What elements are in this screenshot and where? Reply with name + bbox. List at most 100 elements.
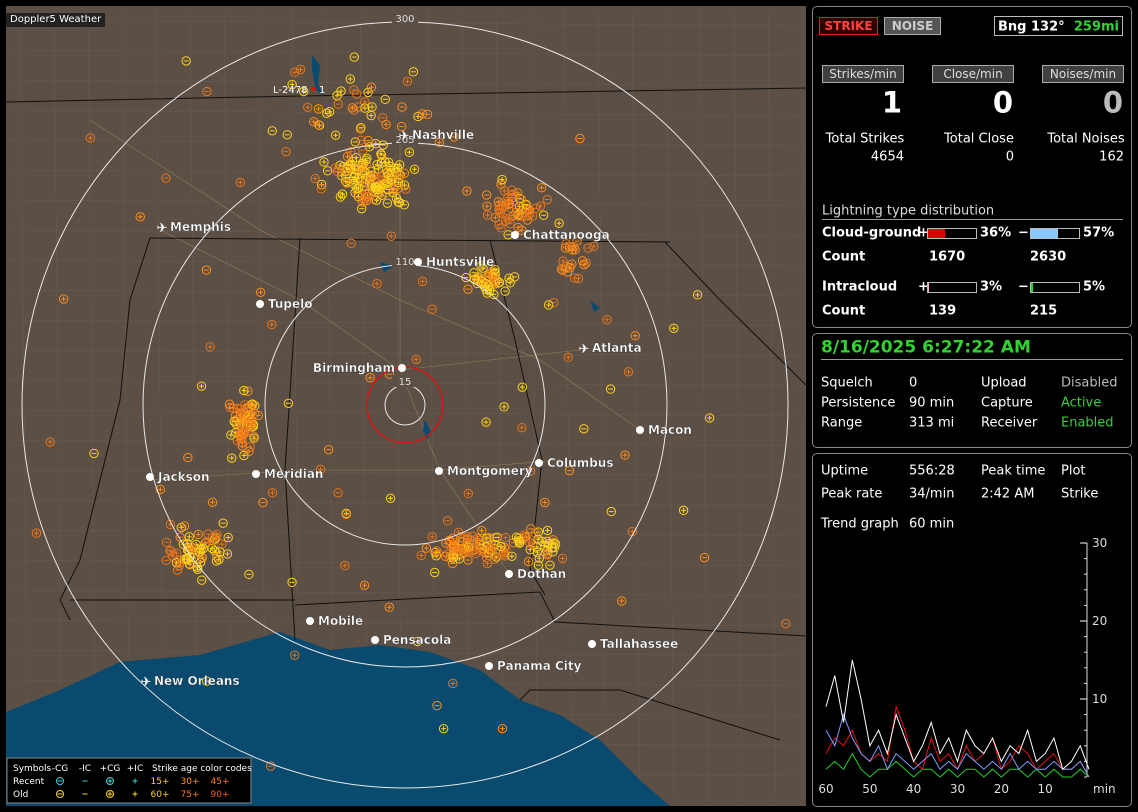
- strike-symbol: [542, 525, 553, 536]
- strike-symbol: [174, 558, 184, 569]
- strike-symbol: [505, 219, 515, 229]
- strike-symbol: [532, 547, 543, 557]
- city-label: New Orleans: [154, 674, 240, 688]
- strike-symbol: [234, 430, 245, 441]
- legend-age: 90+: [211, 790, 230, 800]
- county-line: [6, 49, 806, 57]
- city-dot: [435, 467, 443, 475]
- strike-symbol: [433, 549, 443, 559]
- noise-button[interactable]: NOISE: [884, 17, 941, 35]
- strike-symbol: [397, 102, 407, 112]
- total-value: 4654: [870, 149, 904, 165]
- strike-symbol: [89, 448, 99, 459]
- cell: Plot: [1061, 463, 1086, 479]
- strike-symbol: [438, 723, 449, 734]
- percent-bar: [1030, 282, 1080, 293]
- strike-symbol: [381, 119, 391, 130]
- strike-symbol: [253, 410, 263, 421]
- strike-symbol: [359, 195, 370, 205]
- strike-symbol: [249, 433, 259, 443]
- legend-age: 45+: [211, 777, 230, 787]
- strike-symbol: [230, 411, 241, 421]
- strike-symbol: [45, 437, 55, 447]
- strike-symbol: [166, 546, 176, 556]
- county-line: [6, 319, 806, 327]
- total-label: Total Strikes: [825, 131, 905, 147]
- strike-symbol: [387, 175, 397, 185]
- strike-symbol: [377, 190, 387, 200]
- trend-graph: 10 20 30 60 50 40 30 20 10 min: [818, 536, 1115, 796]
- divider: [822, 219, 1123, 220]
- state-border: [294, 591, 806, 637]
- cell: Disabled: [1061, 375, 1118, 391]
- strike-symbol: [501, 544, 511, 554]
- strike-symbol: [359, 580, 370, 591]
- trend-line: [825, 659, 1090, 771]
- strike-symbol: [255, 287, 266, 297]
- city-dot: [256, 300, 264, 308]
- strike-symbol: [499, 402, 509, 412]
- road: [159, 229, 581, 371]
- strike-symbol: [366, 172, 377, 183]
- county-line: [6, 469, 806, 477]
- strike-symbol: [448, 678, 458, 689]
- strike-symbol: [289, 67, 300, 78]
- strike-symbol: [422, 109, 433, 120]
- strike-symbol: [413, 111, 423, 122]
- cell: Active: [1061, 395, 1102, 411]
- strike-symbol: [287, 577, 297, 588]
- strike-symbol: [511, 207, 521, 218]
- strike-symbol: [427, 304, 437, 314]
- strike-symbol: [352, 183, 362, 194]
- strike-symbol: [370, 182, 380, 192]
- strike-symbol: [605, 384, 616, 394]
- cell: Peak rate: [821, 486, 883, 502]
- strike-symbol: [692, 290, 703, 300]
- strike-symbol: [322, 166, 333, 176]
- county-line: [801, 6, 806, 432]
- strike-symbol: [526, 524, 536, 534]
- marker-dot: [312, 87, 316, 91]
- strike-symbol: [482, 558, 493, 569]
- strike-symbol: [290, 650, 300, 660]
- strike-symbol: [214, 554, 224, 565]
- strike-symbol: [350, 169, 361, 179]
- legend-symbol: [106, 790, 114, 798]
- strike-symbol: [474, 535, 485, 545]
- strike-symbol: [367, 102, 377, 112]
- strike-symbol: [333, 488, 343, 498]
- stats-panel: Uptime 556:28 Peak time Plot Peak rate 34/min…: [812, 453, 1132, 807]
- rate-value: 0: [992, 85, 1013, 120]
- strike-symbol: [561, 261, 571, 272]
- strike-symbol: [205, 342, 215, 352]
- strike-symbol: [393, 183, 403, 194]
- strike-symbol: [212, 529, 222, 540]
- city-label: Pensacola: [383, 633, 451, 647]
- strike-symbol: [394, 171, 404, 181]
- range-label: 205: [395, 135, 414, 146]
- strike-symbol: [447, 558, 458, 569]
- strike-symbol: [332, 166, 343, 177]
- strike-symbol: [384, 602, 394, 612]
- strike-symbol: [393, 177, 404, 188]
- strike-symbol: [365, 373, 375, 383]
- strike-symbol: [358, 165, 368, 175]
- strike-symbol: [161, 555, 171, 566]
- strike-button[interactable]: STRIKE: [819, 17, 878, 35]
- trend-line: [825, 704, 1090, 778]
- airport-icon: ✈: [399, 129, 410, 144]
- type-label: Intracloud: [822, 279, 898, 295]
- strike-symbol: [58, 294, 69, 304]
- county-line: [631, 6, 641, 806]
- strike-symbol: [161, 173, 171, 183]
- strike-symbol: [363, 135, 373, 146]
- strike-symbol: [623, 367, 634, 377]
- strike-symbol: [303, 102, 313, 112]
- strike-symbol: [332, 90, 342, 101]
- strike-symbol: [537, 183, 547, 193]
- strike-symbol: [376, 149, 386, 159]
- county-line: [665, 6, 675, 806]
